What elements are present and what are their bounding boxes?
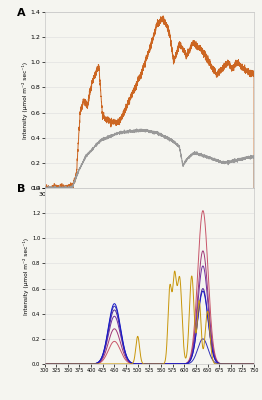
Text: B: B [17,184,26,194]
Text: A: A [17,8,26,18]
Y-axis label: Intensity (μmol m⁻² sec⁻¹): Intensity (μmol m⁻² sec⁻¹) [23,238,29,314]
Y-axis label: Intensity (μmol m⁻² sec⁻¹): Intensity (μmol m⁻² sec⁻¹) [22,62,28,138]
Legend: Full Sun (Solar Noon), Full Overcast (Solar Noon): Full Sun (Solar Noon), Full Overcast (So… [79,268,220,277]
